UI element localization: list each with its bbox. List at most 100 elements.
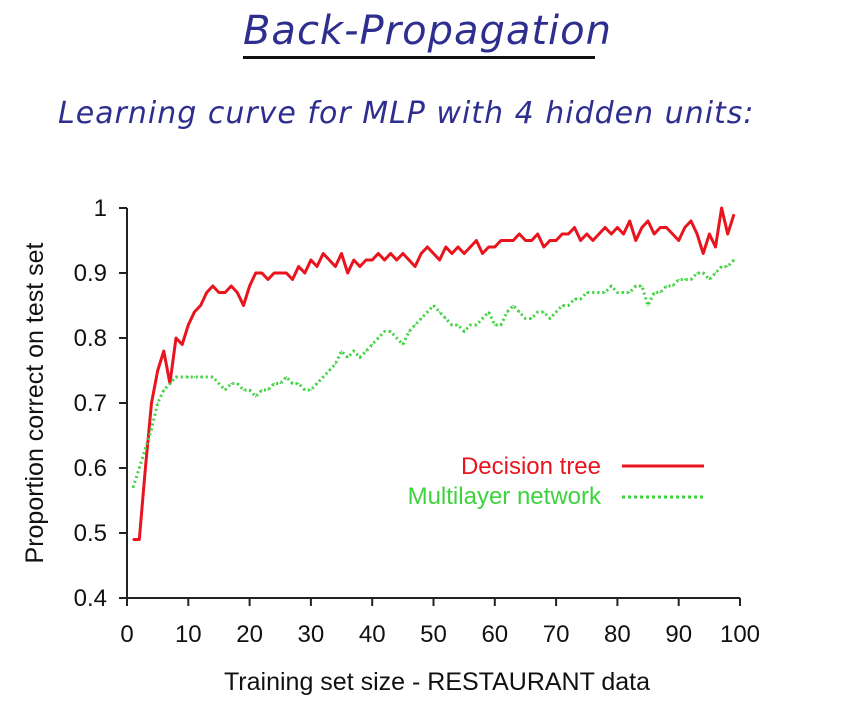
data-point-decision-tree <box>665 226 668 229</box>
x-tick-label: 40 <box>359 621 386 648</box>
data-point-decision-tree <box>150 402 153 404</box>
data-point-decision-tree <box>494 246 496 248</box>
data-point-decision-tree <box>199 304 202 307</box>
data-point-multilayer-network <box>150 428 153 430</box>
data-point-multilayer-network <box>340 350 343 352</box>
data-point-multilayer-network <box>224 389 226 391</box>
data-point-decision-tree <box>475 239 478 242</box>
data-point-decision-tree <box>451 252 453 255</box>
data-point-multilayer-network <box>138 467 141 469</box>
data-point-multilayer-network <box>475 324 478 326</box>
data-point-multilayer-network <box>445 317 447 320</box>
data-point-decision-tree <box>671 233 674 235</box>
data-point-decision-tree <box>224 291 226 294</box>
slide-subtitle: Learning curve for MLP with 4 hidden uni… <box>58 96 755 131</box>
data-point-multilayer-network <box>469 324 472 326</box>
data-point-multilayer-network <box>690 278 692 281</box>
data-point-decision-tree <box>340 252 343 255</box>
data-point-decision-tree <box>543 246 545 248</box>
data-point-multilayer-network <box>187 376 190 378</box>
data-point-decision-tree <box>285 272 288 274</box>
data-point-decision-tree <box>132 538 134 541</box>
data-point-multilayer-network <box>647 304 649 307</box>
data-point-decision-tree <box>205 291 208 294</box>
data-point-decision-tree <box>346 272 349 274</box>
legend-label-decision-tree: Decision tree <box>461 453 601 480</box>
data-point-decision-tree <box>291 278 294 281</box>
data-point-decision-tree <box>212 285 214 287</box>
series-layer <box>131 206 736 541</box>
data-point-decision-tree <box>316 265 318 268</box>
data-point-multilayer-network <box>144 447 147 450</box>
y-tick-label: 0.7 <box>74 390 107 417</box>
data-point-multilayer-network <box>230 382 232 385</box>
data-point-multilayer-network <box>212 376 214 378</box>
slide-title: Back-Propagation <box>242 8 612 54</box>
data-point-decision-tree <box>426 246 429 248</box>
data-point-decision-tree <box>267 278 269 281</box>
data-point-multilayer-network <box>530 317 533 320</box>
x-tick-label: 20 <box>236 621 263 648</box>
data-point-multilayer-network <box>659 291 662 294</box>
data-point-decision-tree <box>310 259 312 261</box>
data-point-multilayer-network <box>665 285 668 287</box>
data-point-multilayer-network <box>438 311 441 313</box>
x-tick-label: 60 <box>481 621 508 648</box>
data-point-multilayer-network <box>273 382 275 385</box>
data-point-multilayer-network <box>451 324 453 326</box>
data-point-decision-tree <box>297 265 300 268</box>
data-point-decision-tree <box>304 272 306 274</box>
data-point-decision-tree <box>156 369 159 372</box>
data-point-decision-tree <box>432 252 435 255</box>
x-tick-label: 10 <box>175 621 202 648</box>
data-point-decision-tree <box>659 226 662 229</box>
data-point-multilayer-network <box>267 389 269 391</box>
data-point-decision-tree <box>163 350 165 352</box>
y-tick-label: 0.4 <box>74 585 107 612</box>
series-line-multilayer-network <box>131 258 735 488</box>
data-point-decision-tree <box>628 220 631 222</box>
y-tick-label: 0.6 <box>74 455 107 482</box>
data-point-decision-tree <box>322 252 325 255</box>
data-point-decision-tree <box>561 233 563 235</box>
data-point-multilayer-network <box>543 311 545 313</box>
data-point-multilayer-network <box>163 389 165 391</box>
data-point-multilayer-network <box>371 343 374 346</box>
data-point-decision-tree <box>242 304 245 307</box>
y-ticks: 0.4 0.5 0.6 0.7 0.8 0.9 1 <box>74 195 127 612</box>
data-point-multilayer-network <box>592 291 594 294</box>
data-point-decision-tree <box>733 213 735 216</box>
data-point-decision-tree <box>261 272 263 274</box>
data-point-multilayer-network <box>279 382 282 385</box>
data-point-multilayer-network <box>487 311 490 313</box>
data-point-decision-tree <box>359 265 361 268</box>
data-point-multilayer-network <box>494 324 496 326</box>
data-point-decision-tree <box>365 259 367 261</box>
data-point-multilayer-network <box>481 317 484 320</box>
data-point-decision-tree <box>438 259 441 261</box>
data-point-decision-tree <box>487 246 490 248</box>
data-point-multilayer-network <box>561 304 563 307</box>
data-point-decision-tree <box>622 233 625 235</box>
data-point-decision-tree <box>684 226 686 229</box>
data-point-decision-tree <box>218 291 220 294</box>
data-point-multilayer-network <box>285 376 288 378</box>
legend: Decision tree Multilayer network <box>408 453 704 510</box>
data-point-decision-tree <box>334 265 337 268</box>
y-tick-label: 0.5 <box>74 520 107 547</box>
data-point-multilayer-network <box>616 291 619 294</box>
data-point-multilayer-network <box>457 324 459 326</box>
data-point-multilayer-network <box>536 311 539 313</box>
data-point-multilayer-network <box>628 291 631 294</box>
data-point-decision-tree <box>414 265 416 268</box>
legend-label-multilayer-network: Multilayer network <box>408 483 602 510</box>
data-point-decision-tree <box>481 252 484 255</box>
axes <box>126 208 740 599</box>
data-point-multilayer-network <box>242 389 245 391</box>
x-tick-label: 90 <box>665 621 692 648</box>
data-point-multilayer-network <box>334 363 337 365</box>
data-point-decision-tree <box>653 233 655 235</box>
data-point-multilayer-network <box>549 317 551 320</box>
data-point-multilayer-network <box>726 265 729 268</box>
data-point-multilayer-network <box>518 311 521 313</box>
